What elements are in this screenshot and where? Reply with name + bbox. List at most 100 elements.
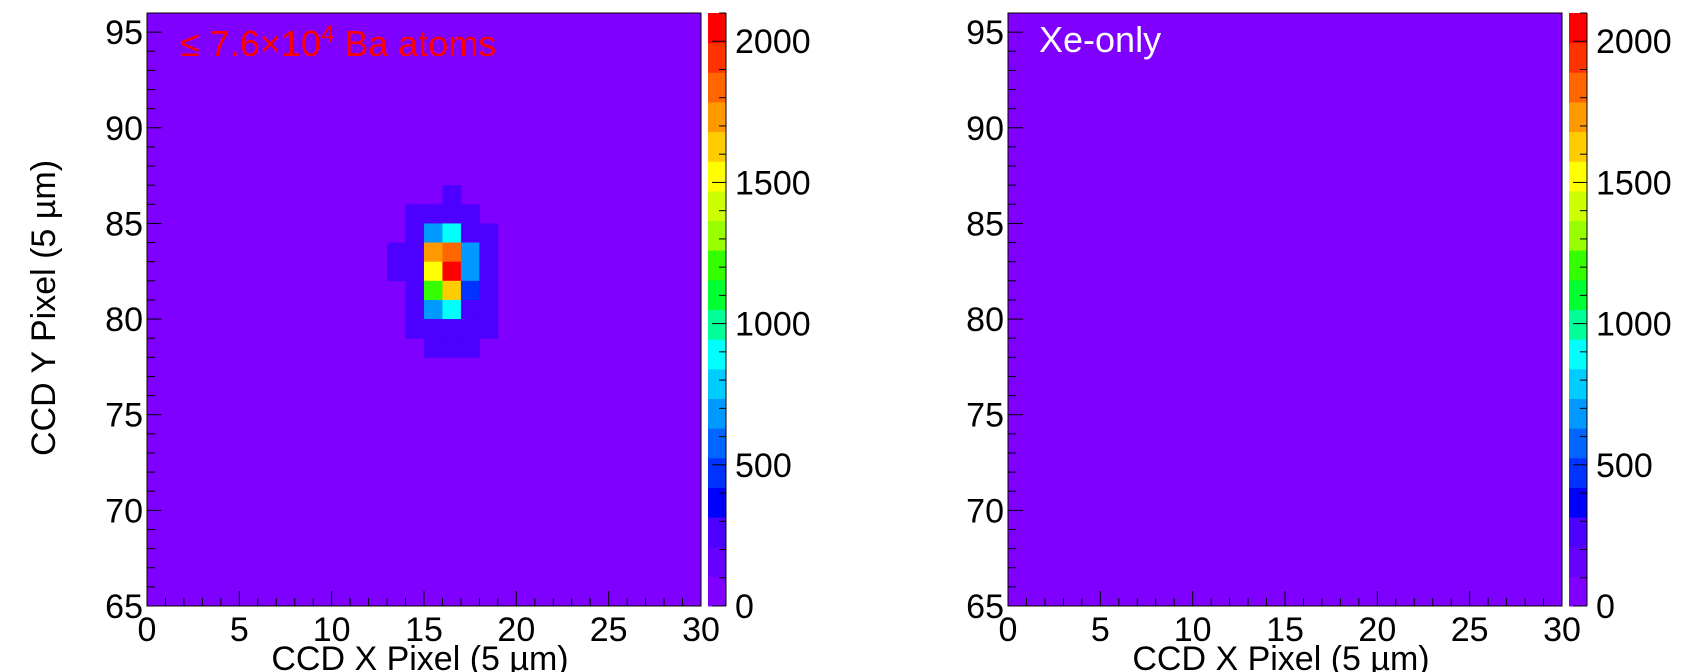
- color-bar-segment: [708, 339, 726, 370]
- heatmap-panel-2: 0 5 10 15 20 25 30 65 70 75 80 85 90 95 CCD X Pixel (5…: [966, 12, 1672, 672]
- x-tick-label: 25: [590, 611, 628, 649]
- heatmap-cell: [460, 242, 480, 263]
- color-bar-segment: [708, 428, 726, 459]
- heatmap-cell: [442, 280, 462, 301]
- color-bar-segment: [1569, 576, 1587, 607]
- color-bar-tick-label: 2000: [1596, 23, 1672, 61]
- heatmap-cell: [460, 223, 480, 243]
- x-axis-label: CCD X Pixel (5 µm): [1132, 640, 1429, 672]
- x-tick-label: 0: [999, 611, 1018, 649]
- heatmap-cell: [405, 204, 425, 224]
- y-tick-label: 65: [105, 588, 143, 626]
- heatmap-cell: [479, 280, 499, 301]
- color-bar-segment: [708, 131, 726, 162]
- panel-annotation: Xe-only: [1039, 19, 1161, 60]
- color-bar-segment: [708, 546, 726, 577]
- x-tick-label: 15: [1266, 611, 1304, 649]
- y-axis-label: CCD Y Pixel (5 µm): [25, 160, 63, 456]
- y-tick-label: 90: [105, 110, 143, 148]
- color-bar-segment: [708, 517, 726, 548]
- color-bar-segment: [708, 72, 726, 103]
- color-bar: 0 500 1000 1500 2000: [1569, 12, 1672, 626]
- color-bar-segment: [708, 309, 726, 340]
- color-bar-segment: [1569, 220, 1587, 251]
- x-tick-label: 15: [405, 611, 443, 649]
- x-tick-label: 25: [1451, 611, 1489, 649]
- y-tick-label: 70: [105, 492, 143, 530]
- color-bar-segment: [708, 576, 726, 607]
- heatmap-cell: [442, 185, 462, 205]
- color-bar-tick-label: 1500: [735, 164, 811, 202]
- y-tick-label: 75: [966, 397, 1004, 435]
- color-bar-segment: [1569, 13, 1587, 44]
- heatmap-cell: [405, 223, 425, 243]
- heatmap-cell: [424, 242, 443, 263]
- heatmap-cell: [442, 299, 462, 320]
- heatmap-cell: [405, 242, 425, 263]
- y-tick-label: 85: [966, 205, 1004, 243]
- heatmap-cell: [479, 299, 499, 320]
- y-tick-label: 80: [105, 301, 143, 339]
- color-bar-segment: [1569, 250, 1587, 281]
- color-bar-segment: [1569, 339, 1587, 370]
- x-tick-label: 5: [230, 611, 249, 649]
- heatmap-cell: [460, 280, 480, 301]
- heatmap-cell: [442, 242, 462, 263]
- heatmap-cell: [405, 319, 425, 339]
- heatmap-cell: [479, 261, 499, 282]
- color-bar-tick-label: 500: [735, 447, 792, 485]
- color-bar-segment: [1569, 72, 1587, 103]
- color-bar-segment: [708, 487, 726, 518]
- x-tick-label: 10: [313, 611, 351, 649]
- y-tick-label: 65: [966, 588, 1004, 626]
- heatmap-cell: [442, 223, 462, 243]
- heatmap-cell: [442, 338, 462, 358]
- color-bar-segment: [708, 101, 726, 133]
- heatmap-cell: [424, 204, 443, 224]
- heatmap-cell: [460, 299, 480, 320]
- heatmap-cell: [442, 204, 462, 224]
- color-bar-segment: [708, 42, 726, 73]
- color-bar-segment: [1569, 190, 1587, 222]
- color-bar-segment: [1569, 131, 1587, 162]
- panel-annotation: ≤ 7.6×104 Ba atoms: [180, 21, 496, 64]
- x-axis-label: CCD X Pixel (5 µm): [271, 640, 568, 672]
- plot-area: [1008, 13, 1562, 606]
- x-tick-label: 20: [497, 611, 535, 649]
- heatmap-cell: [424, 319, 443, 339]
- color-bar-tick-label: 0: [1596, 588, 1615, 626]
- color-bar-segment: [1569, 428, 1587, 459]
- x-tick-label: 0: [138, 611, 157, 649]
- y-tick-label: 80: [966, 301, 1004, 339]
- heatmap-cell: [460, 204, 480, 224]
- heatmap-cell: [479, 223, 499, 243]
- heatmap-cell: [424, 223, 443, 243]
- color-bar-segment: [1569, 101, 1587, 133]
- color-bar: 0 500 1000 1500 2000: [708, 12, 811, 626]
- color-bar-segment: [708, 190, 726, 222]
- color-bar-segment: [1569, 309, 1587, 340]
- color-bar-segment: [1569, 517, 1587, 548]
- color-bar-segment: [1569, 487, 1587, 518]
- y-tick-label: 95: [966, 14, 1004, 52]
- heatmap-cell: [442, 261, 462, 282]
- color-bar-segment: [1569, 42, 1587, 73]
- color-bar-segment: [1569, 398, 1587, 429]
- color-bar-segment: [708, 398, 726, 429]
- heatmap-cell: [424, 280, 443, 301]
- color-bar-segment: [708, 220, 726, 251]
- heatmap-cell: [387, 261, 406, 282]
- y-tick-label: 75: [105, 397, 143, 435]
- y-tick-label: 90: [966, 110, 1004, 148]
- x-tick-label: 30: [1543, 611, 1581, 649]
- x-tick-label: 30: [682, 611, 720, 649]
- heatmap-cell: [460, 261, 480, 282]
- color-bar-segment: [708, 161, 726, 192]
- color-bar-segment: [708, 368, 726, 399]
- color-bar-tick-label: 1000: [735, 306, 811, 344]
- color-bar-tick-label: 1000: [1596, 306, 1672, 344]
- heatmap-panel-1: 0 5 10 15 20 25 30 65 70 75 80 85 90 95 CCD X Pixel (5…: [25, 12, 811, 672]
- color-bar-segment: [1569, 368, 1587, 399]
- color-bar-segment: [708, 250, 726, 281]
